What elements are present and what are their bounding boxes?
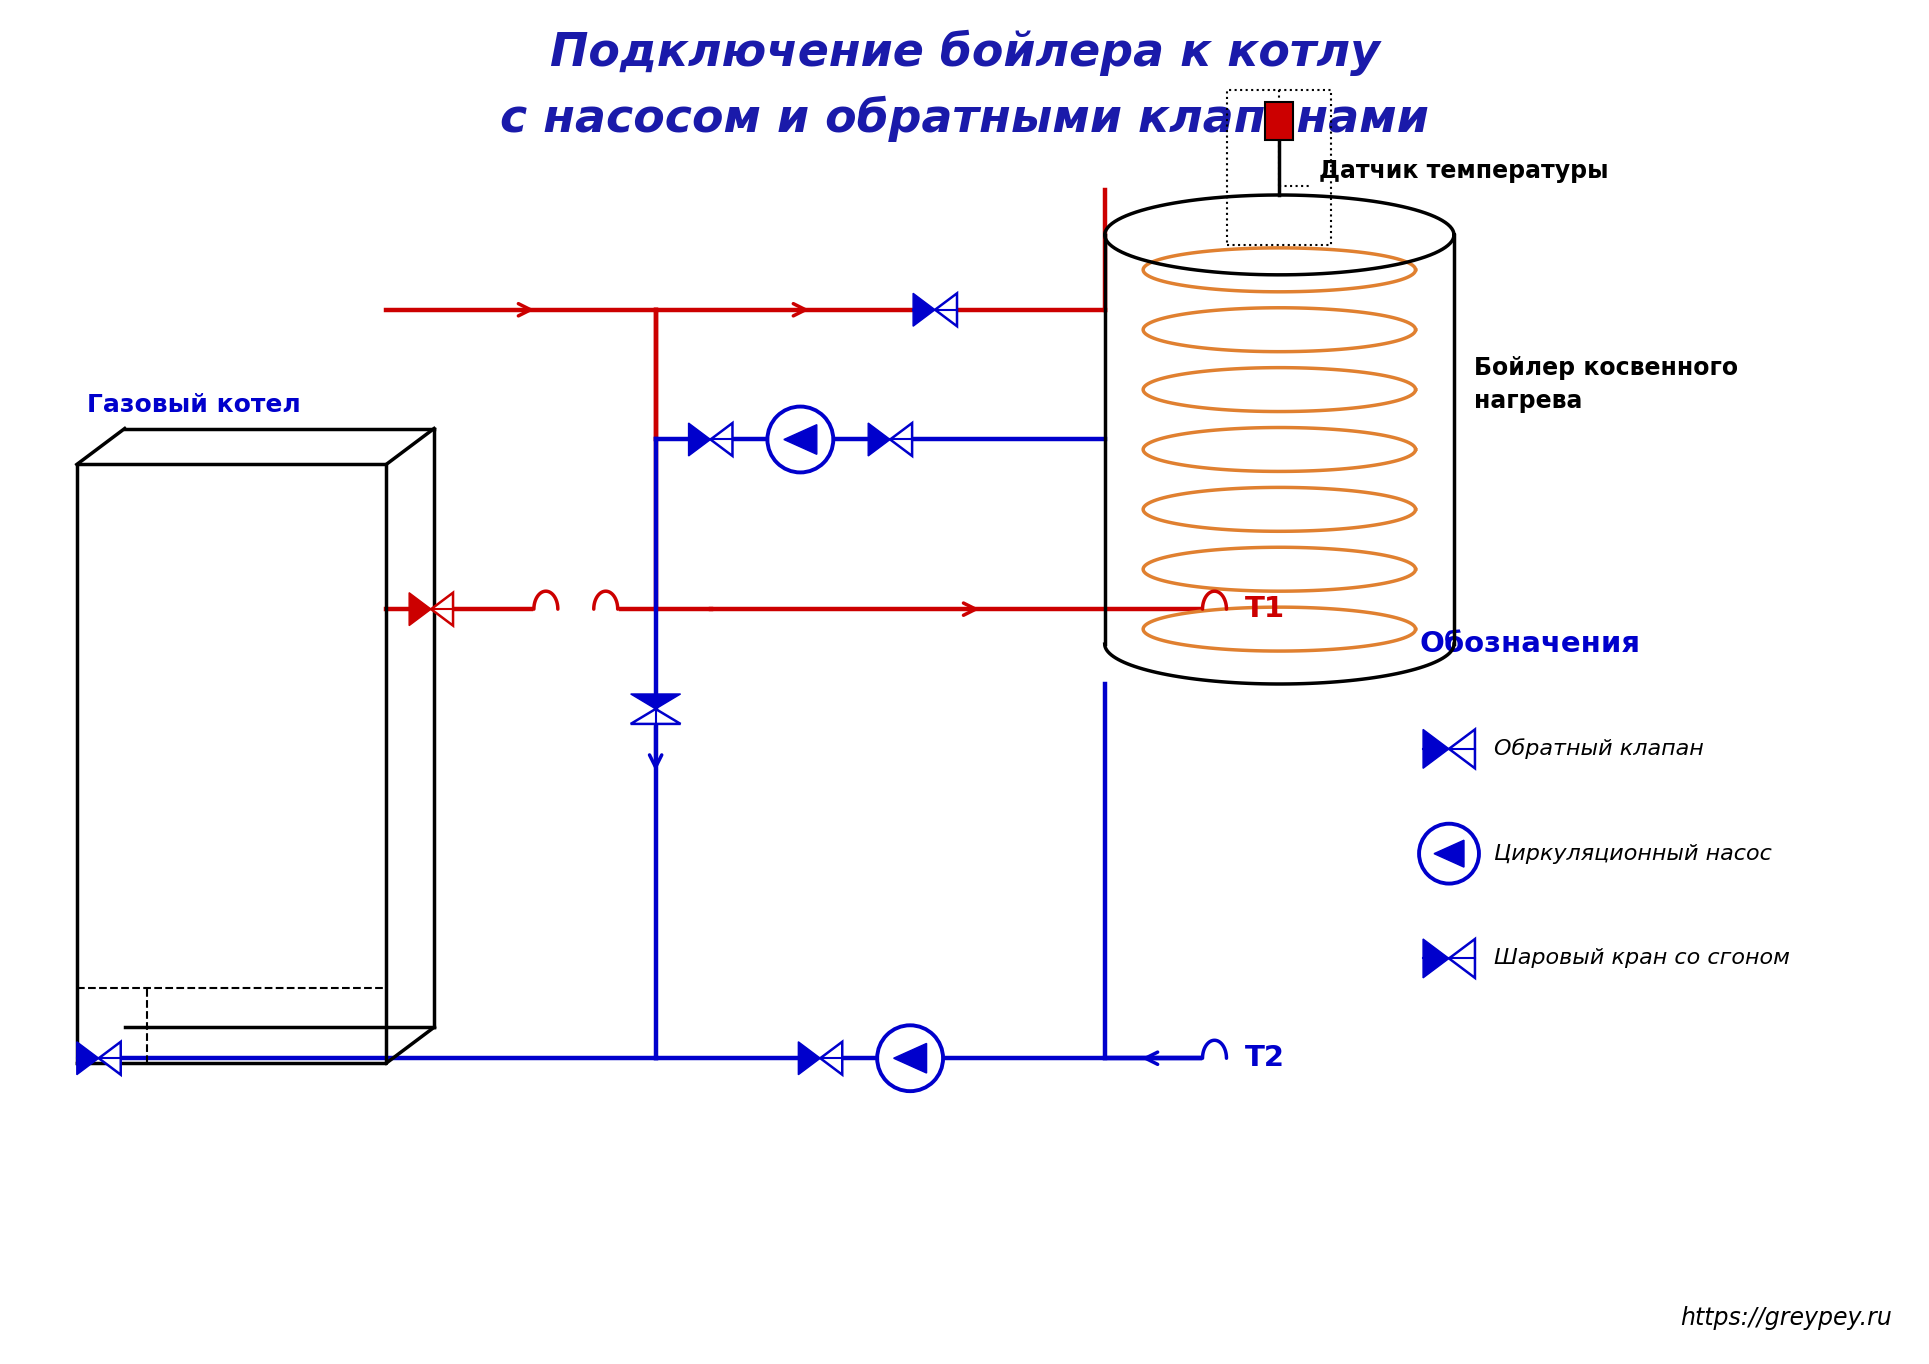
Text: Бойлер косвенного
нагрева: Бойлер косвенного нагрева — [1474, 356, 1738, 413]
Polygon shape — [430, 593, 453, 626]
Text: Т2: Т2 — [1244, 1045, 1285, 1072]
Polygon shape — [1424, 938, 1449, 978]
Polygon shape — [98, 1042, 122, 1075]
Polygon shape — [912, 293, 936, 326]
Circle shape — [878, 1026, 943, 1091]
Polygon shape — [77, 1042, 98, 1075]
Text: Шаровый кран со сгоном: Шаровый кран со сгоном — [1493, 948, 1790, 968]
Text: Датчик температуры: Датчик температуры — [1319, 160, 1609, 183]
Polygon shape — [893, 1043, 926, 1073]
Text: Газовый котел: Газовый котел — [87, 393, 301, 416]
Circle shape — [1420, 824, 1480, 884]
Polygon shape — [1424, 730, 1449, 768]
Polygon shape — [710, 423, 733, 456]
Text: https://greypey.ru: https://greypey.ru — [1680, 1305, 1892, 1330]
Polygon shape — [1433, 840, 1464, 868]
Text: Т1: Т1 — [1244, 595, 1285, 623]
Polygon shape — [689, 423, 710, 456]
Polygon shape — [631, 694, 681, 709]
Text: Подключение бойлера к котлу: Подключение бойлера к котлу — [550, 30, 1379, 76]
Polygon shape — [820, 1042, 843, 1075]
Polygon shape — [799, 1042, 820, 1075]
Text: с насосом и обратными клапанами: с насосом и обратными клапанами — [500, 95, 1429, 142]
Polygon shape — [409, 593, 430, 626]
Circle shape — [768, 406, 833, 472]
Polygon shape — [889, 423, 912, 456]
Text: Обратный клапан: Обратный клапан — [1493, 738, 1703, 760]
Polygon shape — [936, 293, 957, 326]
Text: Обозначения: Обозначения — [1420, 630, 1640, 657]
Text: Циркуляционный насос: Циркуляционный насос — [1493, 844, 1773, 863]
Polygon shape — [783, 424, 816, 454]
Polygon shape — [1449, 730, 1476, 768]
Bar — [1265, 102, 1292, 140]
Polygon shape — [631, 709, 681, 724]
Polygon shape — [868, 423, 889, 456]
Polygon shape — [1449, 938, 1476, 978]
